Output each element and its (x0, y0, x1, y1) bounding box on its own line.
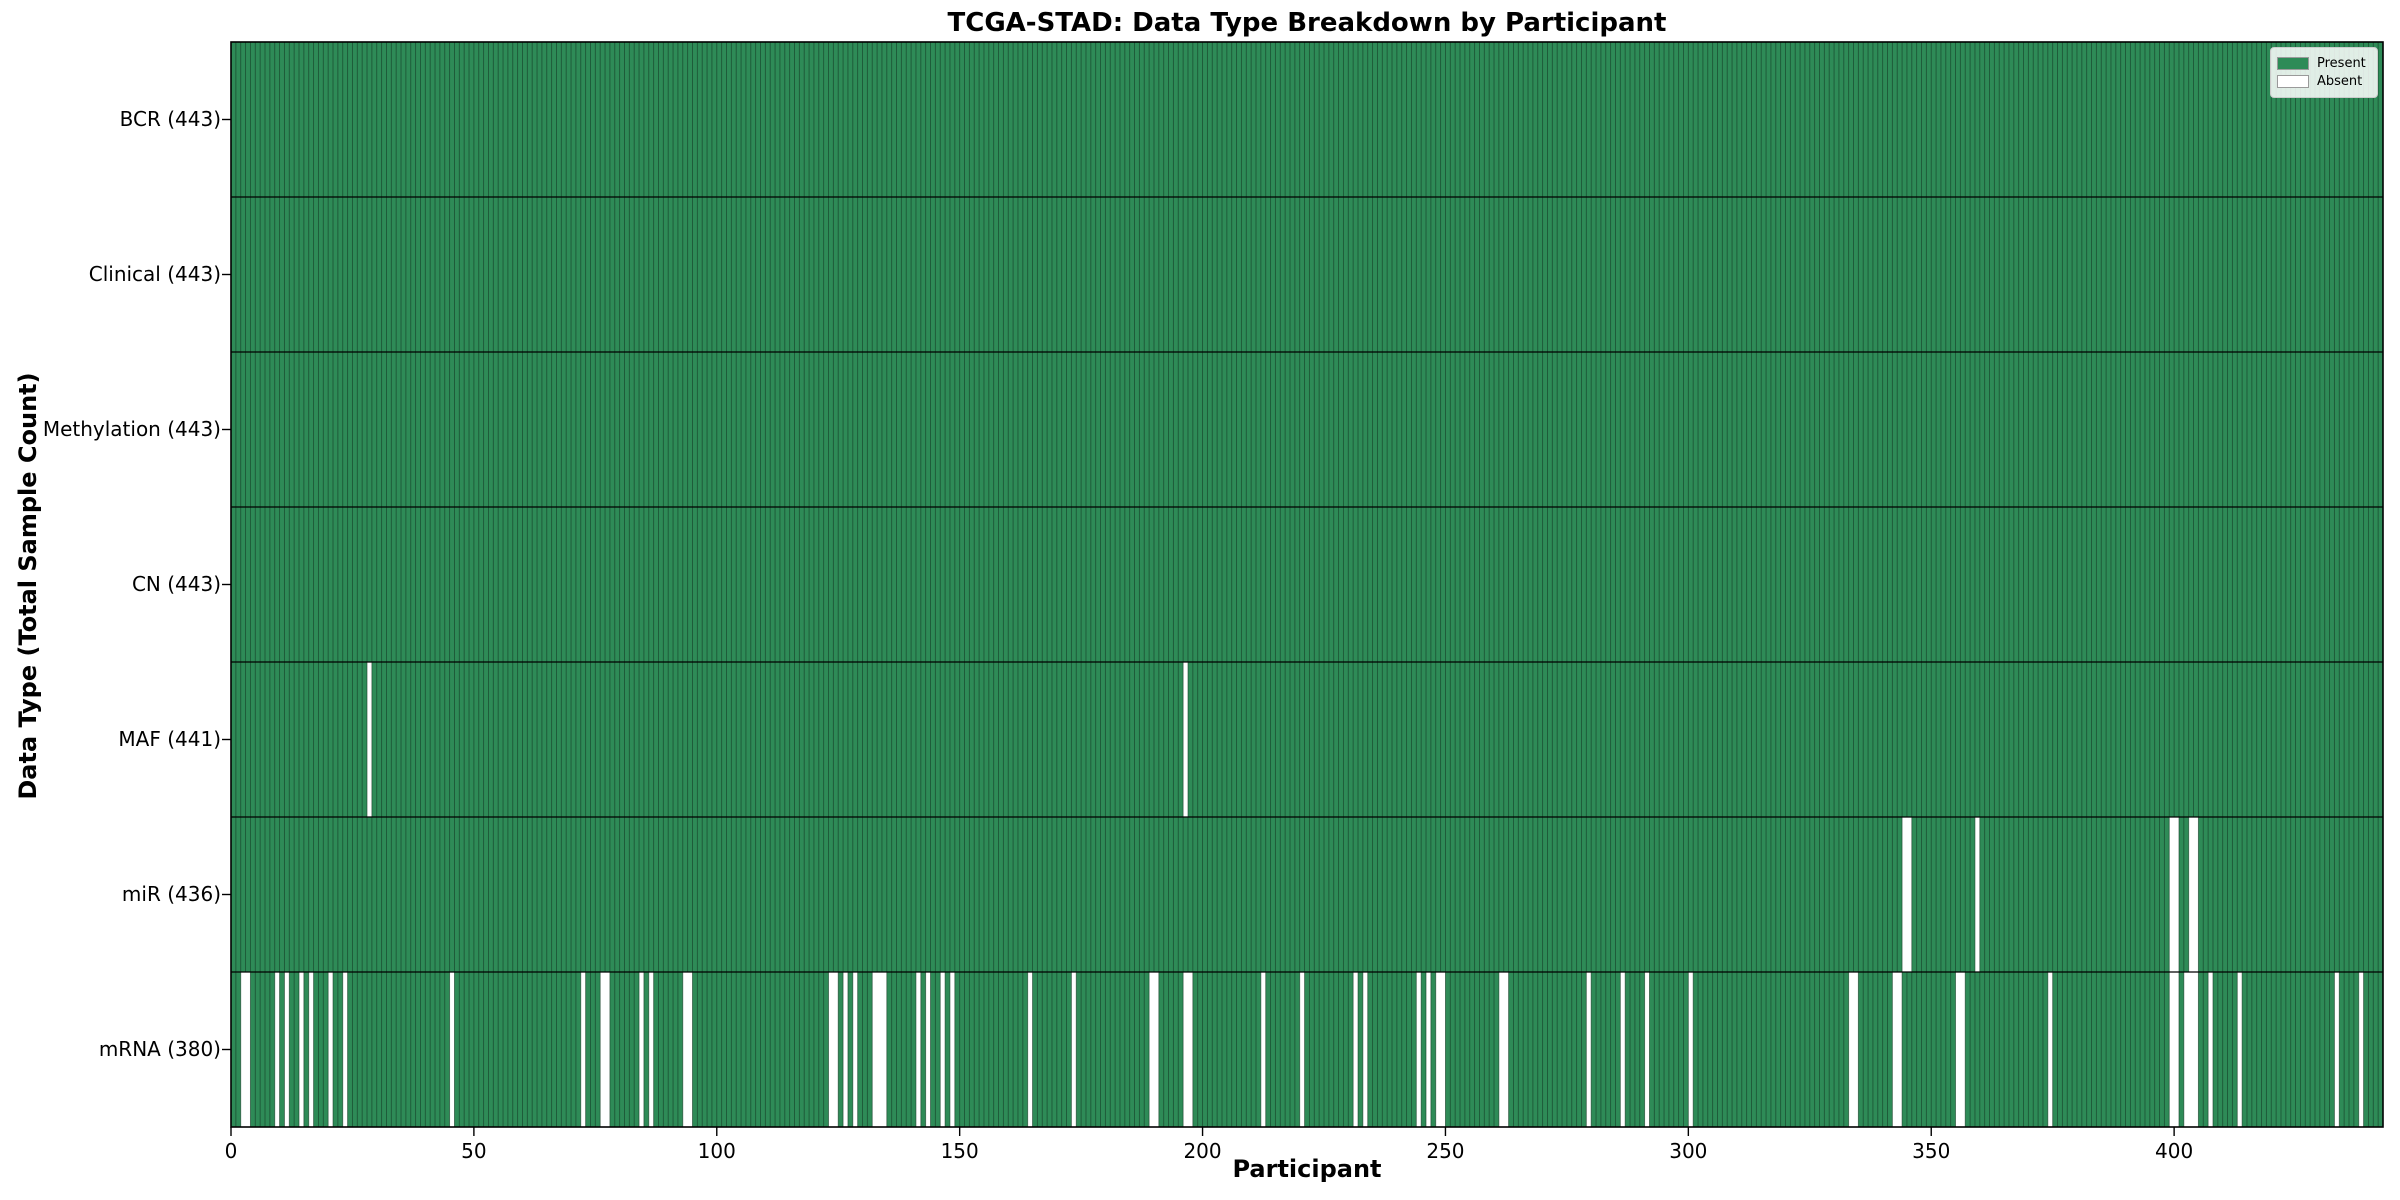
y-tick-label-MAF: MAF (441) (118, 726, 221, 751)
y-tick-label-Clinical: Clinical (443) (88, 261, 221, 286)
legend-entry-present: Present (2277, 56, 2369, 71)
legend-entry-absent: Absent (2277, 74, 2369, 89)
y-tick-label-CN: CN (443) (131, 571, 221, 596)
x-tick-label-0: 0 (224, 1139, 238, 1163)
x-tick-label-400: 400 (2155, 1139, 2194, 1163)
x-tick-label-200: 200 (1183, 1139, 1222, 1163)
y-tick-label-Methylation: Methylation (443) (42, 416, 221, 441)
legend-present-label: Present (2317, 56, 2366, 71)
x-tick-label-100: 100 (697, 1139, 736, 1163)
absent-swatch-icon (2277, 75, 2309, 88)
x-tick-label-150: 150 (940, 1139, 979, 1163)
y-tick-label-BCR: BCR (443) (119, 106, 221, 131)
chart-title: TCGA-STAD: Data Type Breakdown by Partic… (947, 8, 1667, 38)
legend: Present Absent (2270, 47, 2378, 98)
x-tick-label-300: 300 (1669, 1139, 1708, 1163)
x-tick-label-250: 250 (1426, 1139, 1465, 1163)
legend-absent-label: Absent (2317, 74, 2363, 89)
x-tick-label-350: 350 (1912, 1139, 1951, 1163)
x-tick-label-50: 50 (461, 1139, 487, 1163)
x-axis-label: Participant (1232, 1155, 1382, 1183)
y-tick-label-miR: miR (436) (121, 881, 221, 906)
present-swatch-icon (2277, 57, 2309, 70)
y-tick-label-mRNA: mRNA (380) (98, 1036, 221, 1061)
